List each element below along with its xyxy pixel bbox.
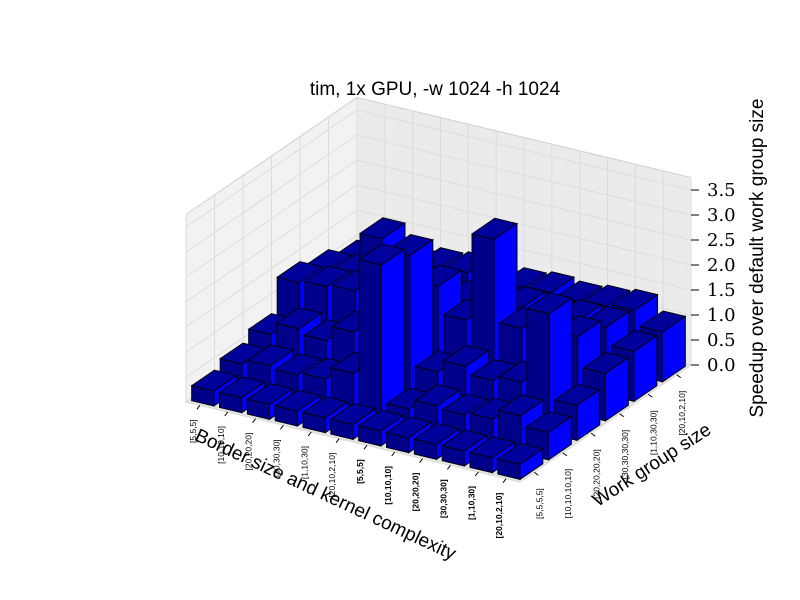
x-tick [280, 425, 284, 430]
z-tick-label: 3.0 [707, 205, 736, 226]
y-tick-label: [10,10,10,10] [563, 469, 573, 519]
bar-top-face [639, 310, 687, 333]
bar-top-face [358, 243, 406, 266]
tick-labels-group: [5,5,5] [10,10,10] [20,20,20] [30,30,30] [1,… [188, 180, 736, 539]
bar-top-face [329, 402, 377, 425]
bar-top-face [413, 422, 461, 445]
z-tick-label: 1.5 [707, 280, 736, 301]
bar-top-face [441, 429, 489, 452]
x-tick [335, 438, 340, 443]
bar-top-face [246, 344, 295, 367]
x-tick-label: [30,30,30] [438, 479, 448, 518]
bar-top-face [496, 442, 544, 465]
bar-top-face [442, 344, 490, 367]
y-tick-label: [1,10,30,30] [648, 410, 658, 455]
bar-top-face [497, 394, 545, 417]
grid-line [185, 134, 692, 253]
z-tick-label: 1.0 [707, 305, 736, 326]
z-tick-label: 3.5 [707, 180, 736, 201]
x-tick [447, 465, 451, 470]
bar-top-face [218, 376, 266, 399]
bar-top-face [274, 389, 322, 412]
bar-top-face [301, 396, 350, 419]
grid-line [185, 159, 692, 278]
bar [496, 442, 544, 481]
bars-group [190, 217, 687, 481]
z-tick-label: 0.0 [707, 355, 736, 376]
x-tick-label: [20,10,2,10] [327, 453, 337, 498]
bar-top-face [610, 329, 658, 352]
y-tick [676, 374, 682, 379]
bar-top-face [275, 307, 323, 330]
x-tick [307, 431, 312, 437]
y-tick-label: [20,10,2,10] [677, 391, 687, 436]
x-tick [363, 445, 368, 450]
bar-top-face [303, 265, 352, 288]
bar-top-face [525, 410, 573, 433]
bar-top-face [190, 369, 238, 392]
z-axis-label: Speedup over default work group size [747, 99, 768, 418]
bar-top-face [358, 217, 407, 240]
x-tick-label: [20,20,20] [244, 433, 254, 471]
y-tick [590, 432, 596, 437]
y-tick [562, 452, 568, 457]
bar-top-face [441, 393, 489, 416]
bar-top-face [413, 384, 462, 407]
y-tick-label: [5,5,5,5] [534, 488, 544, 519]
y-tick-label: [20,20,20,20] [591, 449, 601, 499]
x-tick-label: [1,10,30] [466, 486, 476, 520]
bar-top-face [468, 436, 517, 459]
bar-top-face [525, 292, 574, 315]
x-tick-label: [5,5,5] [355, 459, 365, 484]
x-tick-label: [20,20,20] [411, 472, 421, 511]
bar-top-face [246, 382, 294, 405]
x-tick [252, 418, 256, 423]
grid-line [185, 184, 692, 303]
bar-front-face [358, 258, 383, 421]
x-tick-label: [30,30,30] [271, 439, 281, 477]
z-tick-label: 2.5 [707, 230, 736, 251]
y-tick-label: [30,30,30,30] [620, 430, 630, 480]
y-tick [533, 471, 539, 476]
grid-line [185, 209, 692, 328]
bar-top-face [274, 353, 322, 376]
bar-top-face [357, 409, 405, 432]
bar-top-face [611, 288, 659, 311]
x-tick [391, 451, 396, 457]
bar-top-face [553, 383, 601, 406]
x-tick-label: [10,10,10] [383, 466, 393, 505]
z-tick-label: 0.5 [707, 330, 736, 351]
x-tick-label: [1,10,30] [299, 446, 309, 479]
bar [358, 243, 406, 421]
grid-line [185, 109, 692, 228]
chart-title: tim, 1x GPU, -w 1024 -h 1024 [310, 79, 561, 100]
x-tick [224, 411, 229, 417]
x-tick [196, 405, 201, 410]
bar-top-face [276, 261, 324, 284]
x-tick [474, 471, 479, 477]
x-tick-label: [20,10,2,10] [494, 493, 504, 539]
y-tick [647, 393, 653, 398]
x-tick [419, 458, 423, 463]
x-tick-label: [10,10,10] [216, 426, 226, 464]
x-tick-label: [5,5,5] [188, 419, 198, 443]
z-tick-label: 2.0 [707, 255, 736, 276]
bar-top-face [385, 416, 433, 439]
grid-line [185, 401, 521, 483]
x-tick [502, 478, 507, 483]
y-tick [619, 413, 625, 418]
bar-top-face [470, 217, 519, 240]
bar-top-face [582, 351, 630, 374]
